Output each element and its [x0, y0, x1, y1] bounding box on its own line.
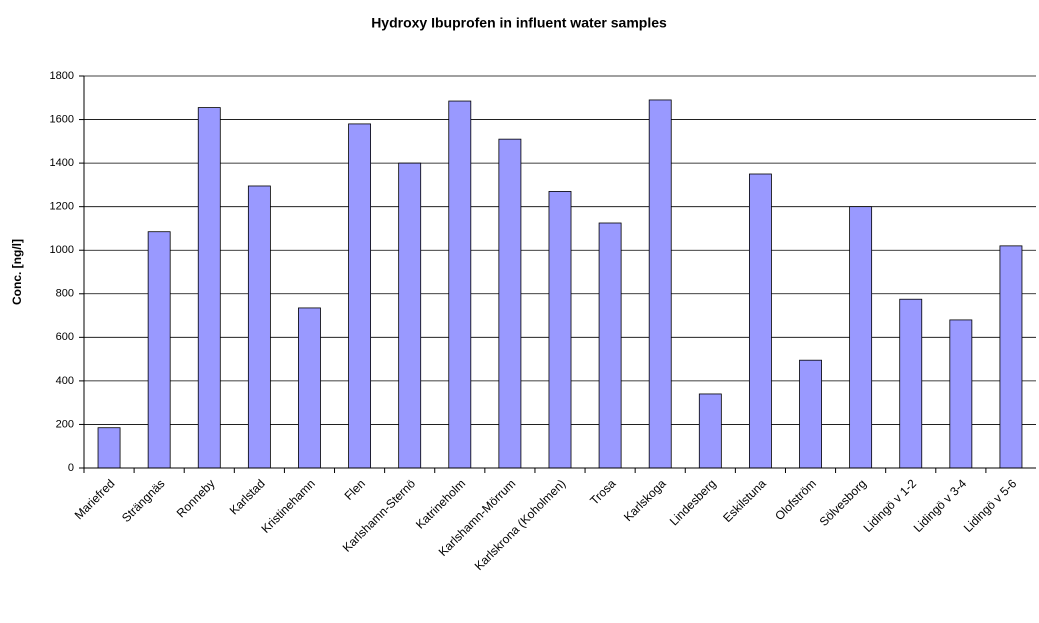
- x-tick-label: Eskilstuna: [720, 476, 769, 525]
- bar: [899, 298, 923, 469]
- y-tick-label: 200: [56, 418, 74, 430]
- x-tick-label: Sölvesborg: [817, 476, 869, 528]
- x-tick-label: Mariefred: [72, 476, 118, 522]
- x-tick-label: Kristinehamn: [258, 476, 317, 535]
- x-tick-label: Olofström: [772, 476, 819, 523]
- bar: [448, 100, 472, 469]
- bar: [748, 173, 772, 469]
- y-tick-label: 1600: [50, 113, 74, 125]
- y-axis-label: Conc. [ng/l]: [10, 239, 24, 305]
- y-tick-label: 400: [56, 375, 74, 387]
- y-tick-label: 800: [56, 288, 74, 300]
- x-tick-label: Trosa: [587, 476, 619, 508]
- x-tick-label: Ronneby: [174, 476, 218, 520]
- y-tick-label: 600: [56, 331, 74, 343]
- x-tick-label: Flen: [342, 476, 368, 502]
- bar: [999, 245, 1023, 469]
- bar: [648, 99, 672, 469]
- bar: [849, 206, 873, 469]
- bar: [147, 231, 171, 469]
- y-tick-label: 1200: [50, 201, 74, 213]
- x-tick-label: Katrineholm: [413, 476, 468, 531]
- bar: [698, 393, 722, 469]
- bar: [247, 185, 271, 469]
- x-tick-label: Karlskrona (Koholmen): [472, 476, 569, 573]
- bar: [498, 138, 522, 469]
- chart-title: Hydroxy Ibuprofen in influent water samp…: [371, 15, 667, 31]
- y-tick-label: 1800: [50, 70, 74, 82]
- x-tick-label: Karlskoga: [621, 476, 669, 524]
- bar: [97, 427, 121, 469]
- bar: [298, 307, 321, 469]
- bar: [799, 359, 822, 469]
- bar: [548, 191, 572, 469]
- bar: [598, 222, 622, 469]
- bar: [197, 107, 221, 469]
- x-tick-label: Karlstad: [227, 476, 268, 517]
- y-tick-label: 1000: [50, 244, 74, 256]
- bar: [949, 319, 973, 469]
- bar: [348, 123, 372, 469]
- x-tick-label: Strängnäs: [119, 476, 168, 525]
- y-tick-label: 1400: [50, 157, 74, 169]
- bar: [398, 162, 422, 469]
- x-tick-label: Lindesberg: [667, 476, 719, 528]
- x-tick-label: Lidingö v 5-6: [961, 476, 1020, 535]
- y-tick-label: 0: [68, 462, 74, 474]
